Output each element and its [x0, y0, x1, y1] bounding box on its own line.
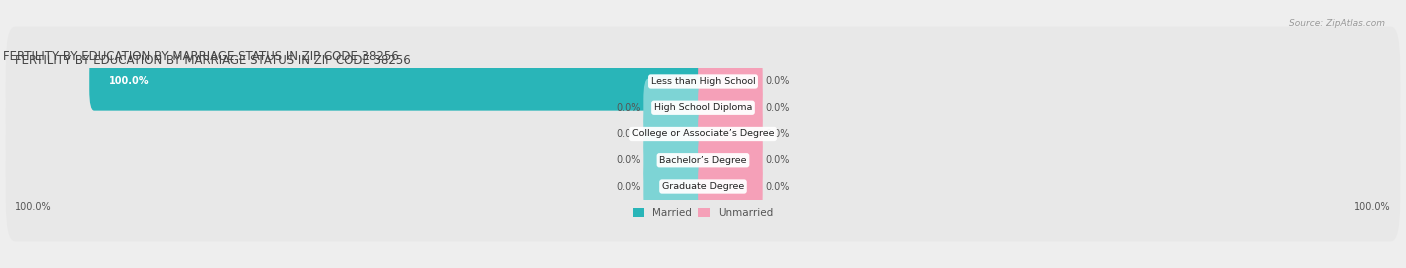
FancyBboxPatch shape: [6, 27, 1400, 136]
FancyBboxPatch shape: [6, 79, 1400, 189]
Text: 0.0%: 0.0%: [765, 103, 790, 113]
Text: 100.0%: 100.0%: [15, 202, 52, 212]
Text: 0.0%: 0.0%: [765, 155, 790, 165]
Text: FERTILITY BY EDUCATION BY MARRIAGE STATUS IN ZIP CODE 38256: FERTILITY BY EDUCATION BY MARRIAGE STATU…: [3, 50, 398, 63]
Text: 0.0%: 0.0%: [616, 181, 641, 192]
FancyBboxPatch shape: [699, 105, 762, 163]
Text: 100.0%: 100.0%: [110, 76, 150, 87]
FancyBboxPatch shape: [89, 52, 707, 111]
Text: Graduate Degree: Graduate Degree: [662, 182, 744, 191]
Text: Less than High School: Less than High School: [651, 77, 755, 86]
Text: College or Associate’s Degree: College or Associate’s Degree: [631, 129, 775, 139]
Text: 0.0%: 0.0%: [765, 76, 790, 87]
FancyBboxPatch shape: [644, 79, 707, 137]
FancyBboxPatch shape: [6, 132, 1400, 241]
Text: 0.0%: 0.0%: [616, 155, 641, 165]
FancyBboxPatch shape: [699, 157, 762, 216]
Text: 0.0%: 0.0%: [616, 129, 641, 139]
FancyBboxPatch shape: [699, 52, 762, 111]
Text: FERTILITY BY EDUCATION BY MARRIAGE STATUS IN ZIP CODE 38256: FERTILITY BY EDUCATION BY MARRIAGE STATU…: [15, 54, 411, 67]
Legend: Married, Unmarried: Married, Unmarried: [633, 208, 773, 218]
Text: Bachelor’s Degree: Bachelor’s Degree: [659, 156, 747, 165]
FancyBboxPatch shape: [644, 157, 707, 216]
Text: High School Diploma: High School Diploma: [654, 103, 752, 112]
FancyBboxPatch shape: [644, 105, 707, 163]
FancyBboxPatch shape: [6, 53, 1400, 163]
Text: 0.0%: 0.0%: [616, 103, 641, 113]
FancyBboxPatch shape: [699, 131, 762, 189]
Text: Source: ZipAtlas.com: Source: ZipAtlas.com: [1289, 19, 1385, 28]
FancyBboxPatch shape: [6, 105, 1400, 215]
Text: 100.0%: 100.0%: [1354, 202, 1391, 212]
Text: 0.0%: 0.0%: [765, 129, 790, 139]
Text: 0.0%: 0.0%: [765, 181, 790, 192]
FancyBboxPatch shape: [644, 131, 707, 189]
FancyBboxPatch shape: [699, 79, 762, 137]
